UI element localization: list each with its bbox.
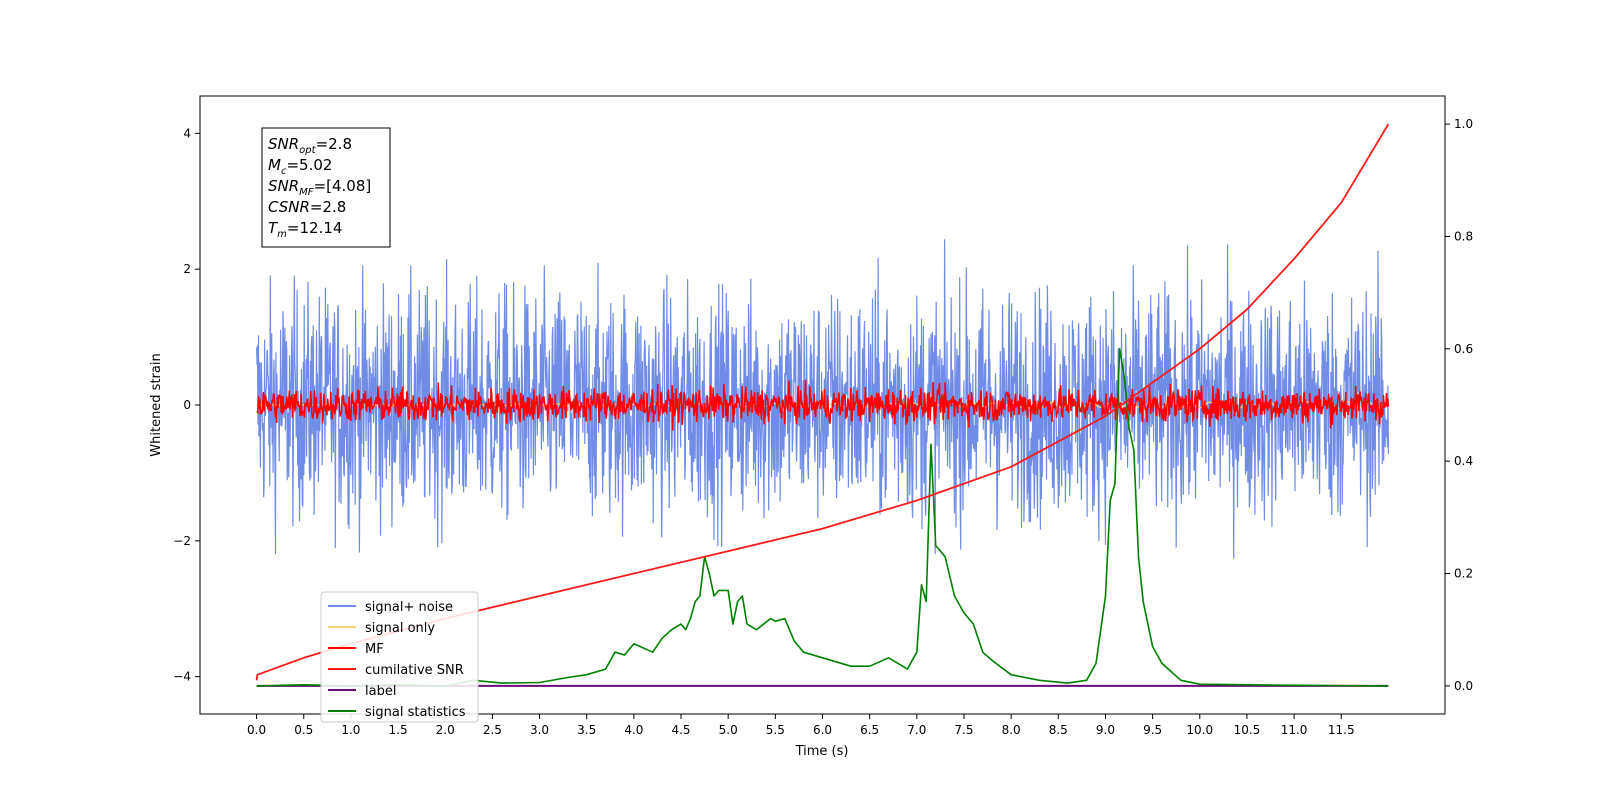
legend-entry: label: [365, 684, 396, 699]
x-tick-label: 9.5: [1143, 723, 1162, 737]
annotation-symbol: M: [268, 156, 281, 174]
annotation-symbol: SNR: [268, 135, 299, 153]
annotation-box: [261, 127, 391, 248]
y2-tick-label: 0.4: [1454, 454, 1473, 468]
x-tick-label: 9.0: [1096, 723, 1115, 737]
y-tick-label: 4: [183, 126, 191, 140]
annotation-value: =2.8: [310, 198, 346, 216]
annotation-line: Mc=5.02: [268, 156, 332, 177]
x-tick-label: 5.0: [719, 723, 738, 737]
annotation-symbol: CSNR: [268, 198, 310, 216]
x-tick-label: 0.0: [247, 723, 266, 737]
legend-box: [320, 591, 479, 723]
x-tick-label: 7.5: [954, 723, 973, 737]
y2-tick-label: 0.8: [1454, 229, 1473, 243]
x-tick-label: 10.5: [1234, 723, 1261, 737]
y-axis-label: Whitened strain: [149, 353, 164, 456]
x-tick-label: 4.5: [671, 723, 690, 737]
annotation-value: =2.8: [316, 135, 352, 153]
x-tick-label: 7.0: [907, 723, 926, 737]
x-tick-label: 3.0: [530, 723, 549, 737]
annotation-value: =[4.08]: [314, 177, 372, 195]
annotation-symbol: SNR: [268, 177, 299, 195]
x-tick-label: 8.5: [1049, 723, 1068, 737]
x-axis: 0.0 0.5 1.0 1.5 2.0 2.5 3.0 3.5 4.0 4.5 5.0 5.5 6.0 6…: [247, 714, 1355, 737]
x-tick-label: 6.5: [860, 723, 879, 737]
y2-tick-label: 0.0: [1454, 679, 1473, 693]
annotation-line: SNRMF=[4.08]: [268, 177, 371, 198]
series-mf-line: [256, 379, 1390, 431]
x-tick-label: 2.0: [436, 723, 455, 737]
y-axis-right: 0.0 0.2 0.4 0.6 0.8 1.0: [1445, 117, 1473, 693]
annotation-subscript: MF: [299, 187, 314, 198]
x-tick-label: 5.5: [766, 723, 785, 737]
x-tick-label: 0.5: [294, 723, 313, 737]
annotation-value: =12.14: [287, 219, 343, 237]
annotation-value: =5.02: [286, 156, 332, 174]
x-tick-label: 3.5: [577, 723, 596, 737]
x-tick-label: 6.0: [813, 723, 832, 737]
legend-entry: signal only: [365, 621, 435, 636]
x-tick-label: 1.0: [341, 723, 360, 737]
x-tick-label: 8.0: [1002, 723, 1021, 737]
x-tick-label: 11.0: [1281, 723, 1308, 737]
y-tick-label: 0: [183, 398, 191, 412]
annotation-symbol: T: [268, 219, 279, 237]
y-tick-label: −4: [173, 670, 191, 684]
legend-entry: cumilative SNR: [365, 663, 464, 678]
x-axis-label: Time (s): [795, 744, 849, 759]
legend: signal+ noise signal only MF cumilative SNR…: [320, 591, 479, 723]
legend-entry: signal+ noise: [365, 600, 453, 615]
y2-tick-label: 0.6: [1454, 342, 1473, 356]
x-tick-label: 1.5: [389, 723, 408, 737]
legend-entry: signal statistics: [365, 705, 466, 720]
y2-tick-label: 1.0: [1454, 117, 1473, 131]
annotation-subscript: opt: [299, 145, 316, 156]
annotation-line: CSNR=2.8: [268, 198, 346, 216]
y-axis-left: −4 −2 0 2 4: [173, 126, 200, 684]
x-tick-label: 4.0: [624, 723, 643, 737]
x-tick-label: 11.5: [1328, 723, 1355, 737]
legend-entry: MF: [365, 642, 384, 657]
x-tick-label: 10.0: [1186, 723, 1213, 737]
stats-annotation: SNRopt=2.8Mc=5.02SNRMF=[4.08]CSNR=2.8Tm=…: [261, 127, 391, 248]
x-tick-label: 2.5: [483, 723, 502, 737]
annotation-subscript: m: [277, 229, 287, 240]
y-tick-label: 2: [183, 262, 191, 276]
annotation-subscript: c: [281, 166, 287, 177]
annotation-line: SNRopt=2.8: [268, 135, 352, 156]
annotation-line: Tm=12.14: [268, 219, 342, 240]
y-tick-label: −2: [173, 534, 191, 548]
series-signal-statistics-line: [256, 348, 1389, 687]
y2-tick-label: 0.2: [1454, 567, 1473, 581]
